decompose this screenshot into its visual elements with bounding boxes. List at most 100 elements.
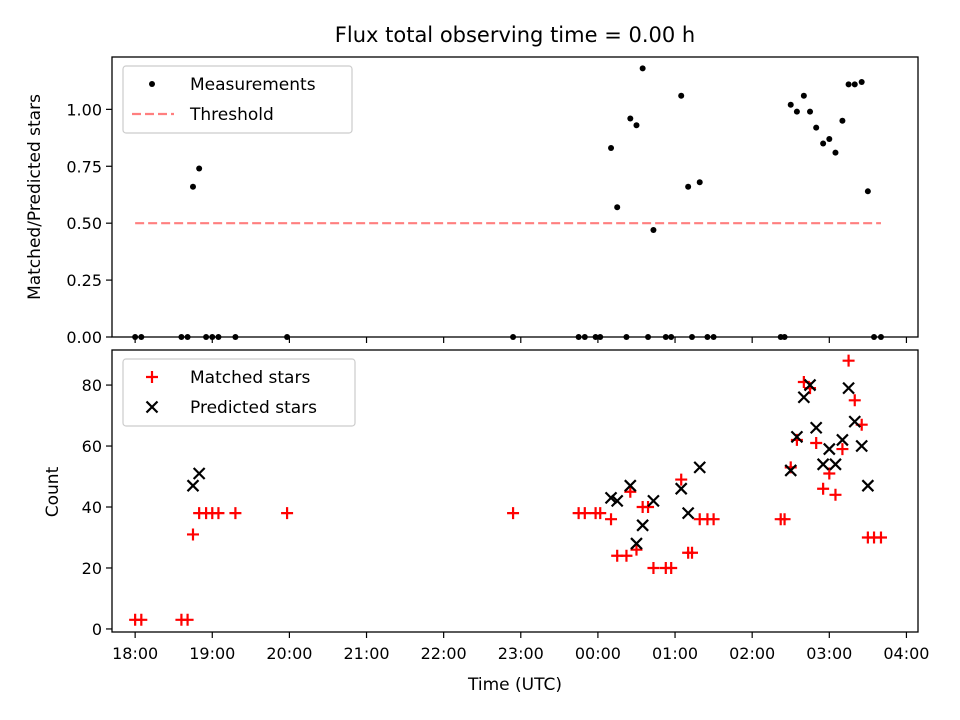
bottom-y-axis-label: Count: [43, 466, 63, 517]
legend-label: Threshold: [189, 105, 274, 125]
matched-star-point: [594, 507, 607, 520]
y-tick-label: 0.75: [66, 157, 102, 176]
y-tick-label: 80: [82, 376, 102, 395]
y-tick-label: 60: [82, 437, 102, 456]
predicted-star-point: [809, 421, 823, 435]
predicted-star-point: [790, 430, 804, 444]
legend-box: [122, 358, 356, 427]
matched-star-point: [829, 488, 842, 501]
x-tick-label: 23:00: [498, 644, 544, 663]
matched-star-point: [212, 507, 225, 520]
measurement-point: [864, 188, 871, 195]
axes-frame: [111, 56, 919, 338]
x-tick-label: 04:00: [883, 644, 929, 663]
x-axis-label: Time (UTC): [467, 675, 562, 695]
measurement-point: [800, 92, 807, 99]
measurement-point: [820, 140, 827, 147]
legend-box: [122, 65, 353, 134]
predicted-star-point: [836, 433, 849, 447]
matched-star-point: [778, 513, 791, 526]
top-plot-area: 0.00 0.25 0.50 0.75 1.00 Measurements Threshol…: [66, 56, 919, 347]
measurement-point: [678, 92, 685, 99]
matched-star-point: [630, 543, 643, 556]
predicted-star-point: [186, 479, 200, 492]
matched-star-point: [229, 507, 242, 520]
x-tick-label: 00:00: [575, 644, 621, 663]
predicted-star-point: [610, 494, 624, 508]
measurement-point: [196, 165, 203, 172]
measurement-point: [826, 135, 833, 142]
predicted-star-point: [823, 442, 836, 456]
matched-star-point: [605, 513, 618, 526]
measurement-point: [650, 227, 657, 234]
y-tick-label: 20: [82, 559, 102, 578]
predicted-star-point: [861, 479, 875, 492]
top-y-axis-label: Matched/Predicted stars: [25, 94, 45, 300]
predicted-star-point: [842, 381, 855, 395]
measurement-point: [793, 108, 800, 115]
measurement-point: [858, 79, 865, 86]
y-tick-label: 0.50: [66, 214, 102, 233]
predicted-star-point: [630, 537, 643, 550]
legend-plus-icon: [146, 371, 158, 383]
bottom-plot-area: 0 20 40 60 80 18:00 19:00 20:00 21:00 22:00 23:00 0…: [82, 349, 929, 663]
predicted-star-point: [192, 467, 206, 480]
predicted-star-point: [829, 458, 842, 471]
matched-star-point: [686, 546, 699, 559]
predicted-star-point: [624, 479, 637, 492]
measurement-point: [787, 101, 794, 108]
matched-star-point: [842, 354, 855, 367]
measurement-point: [851, 81, 858, 88]
x-tick-label: 20:00: [266, 644, 312, 663]
predicted-star-point: [674, 482, 688, 495]
axes-frame: [111, 349, 919, 633]
predicted-star-point: [848, 415, 862, 428]
chart-title: Flux total observing time = 0.00 h: [335, 23, 695, 47]
measurement-point: [633, 122, 640, 129]
matched-star-point: [848, 394, 861, 407]
matched-star-point: [578, 507, 591, 520]
measurement-point: [639, 65, 646, 72]
matched-star-point: [624, 485, 637, 498]
predicted-star-point: [803, 378, 817, 392]
matched-star-point: [647, 561, 660, 574]
legend-label: Predicted stars: [190, 398, 317, 418]
predicted-star-point: [647, 494, 660, 508]
y-tick-label: 1.00: [66, 100, 102, 119]
matched-star-point: [135, 613, 148, 626]
measurement-point: [832, 149, 839, 156]
legend-x-icon: [145, 400, 159, 414]
predicted-star-point: [797, 390, 811, 404]
matched-star-point: [817, 482, 830, 495]
matched-star-point: [281, 507, 294, 520]
x-tick-label: 22:00: [421, 644, 467, 663]
matched-star-point: [707, 513, 720, 526]
legend-dot-icon: [149, 81, 155, 87]
x-tick-label: 18:00: [112, 644, 158, 663]
measurement-point: [696, 179, 703, 186]
predicted-star-point: [816, 458, 830, 471]
matched-star-point: [665, 561, 678, 574]
matched-star-point: [823, 467, 836, 480]
predicted-star-point: [784, 464, 798, 477]
measurement-point: [807, 108, 814, 115]
measurement-point: [627, 115, 634, 122]
measurement-point: [189, 183, 196, 190]
y-tick-label: 0.25: [66, 271, 102, 290]
x-tick-label: 01:00: [652, 644, 698, 663]
matched-star-point: [675, 473, 688, 486]
matched-star-point: [181, 613, 194, 626]
predicted-star-point: [855, 439, 868, 453]
matched-star-point: [186, 528, 199, 541]
matched-star-point: [507, 507, 520, 520]
x-tick-label: 21:00: [343, 644, 389, 663]
measurement-point: [685, 183, 692, 190]
measurement-point: [614, 204, 621, 211]
measurement-point: [813, 124, 820, 131]
predicted-star-point: [693, 461, 707, 474]
y-tick-label: 40: [82, 498, 102, 517]
legend-label: Measurements: [190, 75, 316, 95]
matched-star-point: [836, 443, 849, 456]
matched-star-point: [874, 531, 887, 544]
